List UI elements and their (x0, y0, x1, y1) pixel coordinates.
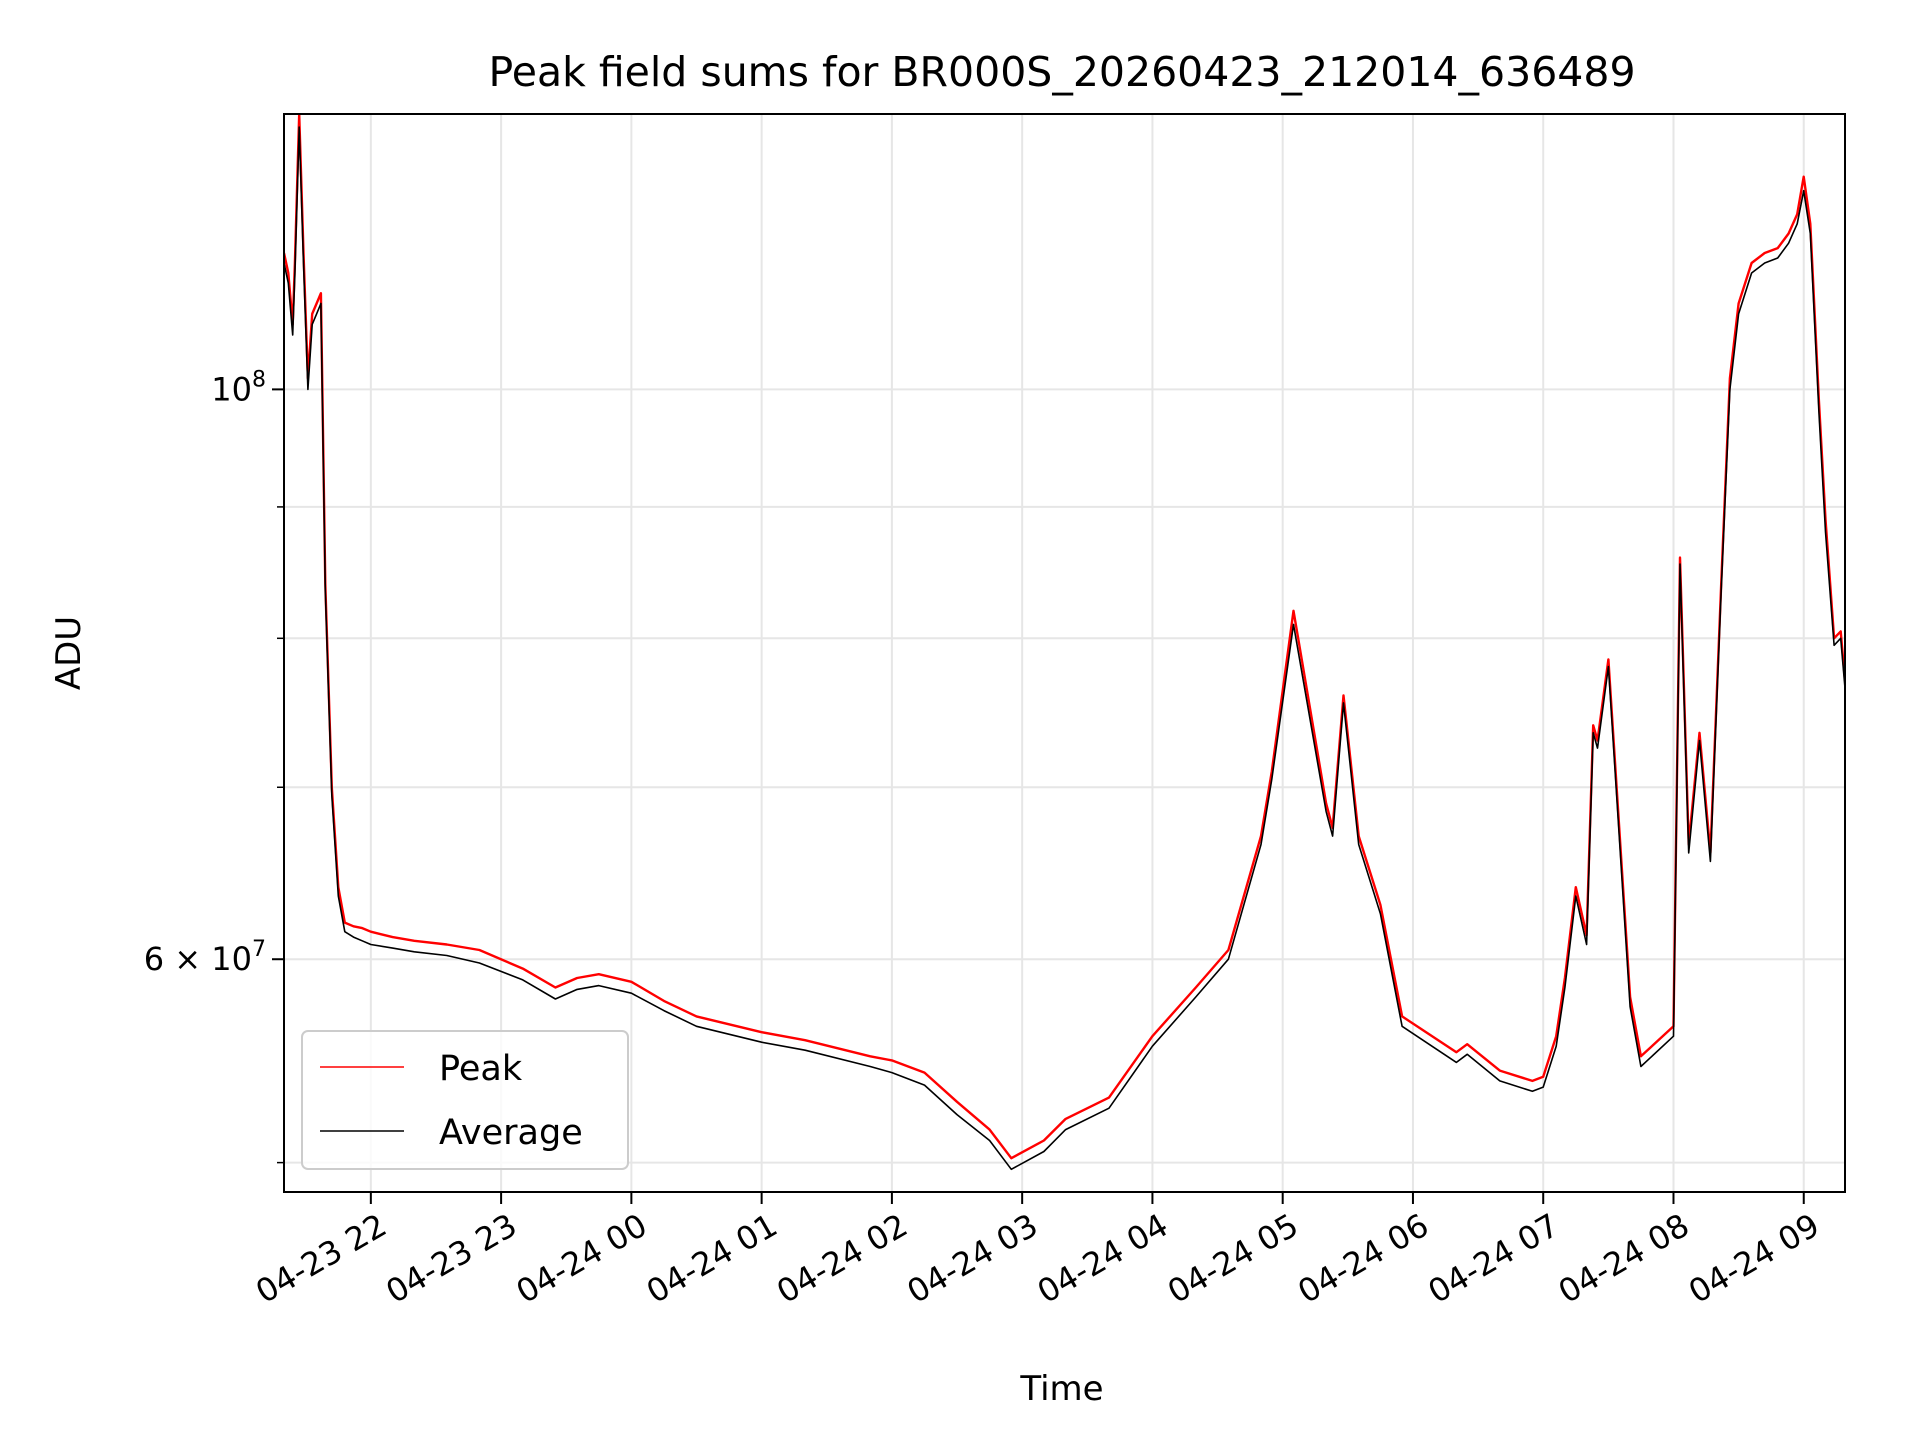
series-layer (284, 114, 1845, 1171)
y-tick-label: 6 × 107 (144, 937, 266, 978)
y-tick-multiplier: × (164, 940, 211, 978)
y-tick-base: 10 (211, 940, 252, 978)
plot-area-frame (283, 113, 1846, 1193)
legend-box (301, 1030, 629, 1170)
y-axis-label: ADU (49, 616, 89, 690)
legend: Peak Average (301, 1030, 629, 1170)
x-axis-label: Time (1019, 1369, 1103, 1409)
y-tick-label: 108 (211, 367, 266, 408)
grid-layer (284, 114, 1845, 1192)
legend-label-average: Average (439, 1113, 583, 1153)
y-tick-exponent: 8 (252, 367, 266, 392)
chart-title: Peak field sums for BR000S_20260423_2120… (488, 48, 1635, 96)
series-line-average (284, 126, 1845, 1171)
y-tick-mantissa: 6 (144, 940, 164, 978)
y-tick-exponent: 7 (252, 937, 266, 962)
y-tick-base: 10 (211, 370, 252, 408)
legend-label-peak: Peak (439, 1049, 523, 1089)
